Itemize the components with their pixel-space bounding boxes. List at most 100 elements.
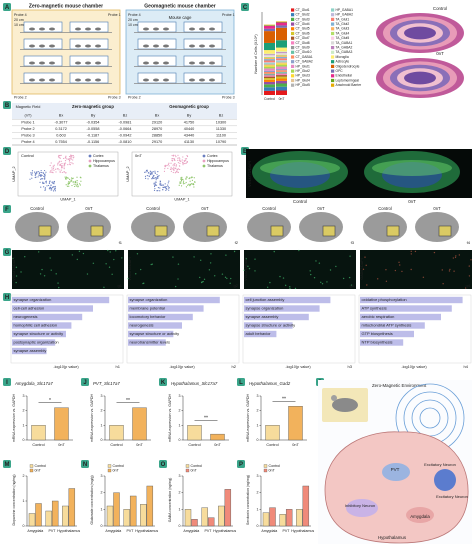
stain-label: VGLUT2/DAPI — [244, 257, 248, 280]
mouse — [209, 44, 215, 48]
y-tick-label: 0 — [23, 524, 25, 528]
umap-point — [179, 162, 181, 164]
table-subheader: By — [91, 114, 96, 118]
legend-swatch — [331, 64, 335, 68]
umap-point — [50, 162, 52, 164]
panel-letter: N — [83, 462, 87, 468]
fluor-spot — [209, 262, 212, 264]
legend-swatch — [331, 74, 335, 78]
fluor-spot — [174, 285, 177, 288]
umap-point — [172, 155, 174, 157]
bar-segment — [276, 72, 287, 74]
legend-swatch — [263, 464, 268, 468]
y-tick-label: 2 — [179, 491, 181, 495]
umap-point — [154, 172, 156, 174]
umap-point — [177, 159, 179, 161]
term-label: NTP biosynthesis — [362, 340, 393, 345]
mouse — [95, 78, 101, 82]
umap-point — [52, 172, 54, 174]
fluor-spot — [12, 257, 14, 260]
legend-label: CT_Glut1 — [296, 8, 310, 12]
umap-point — [53, 183, 55, 185]
umap-title: 0nT — [135, 153, 142, 158]
cage — [69, 21, 109, 33]
stain-label: VGLUT2/DAPI — [247, 161, 252, 187]
table-header-bg — [12, 103, 237, 119]
umap-point — [182, 161, 184, 164]
diagram-label: Hypothalamus — [378, 535, 407, 540]
umap-point — [180, 177, 182, 179]
umap-point — [175, 156, 177, 158]
fluor-spot — [210, 253, 212, 255]
bar-segment — [264, 84, 275, 88]
fluor-spot — [329, 269, 332, 271]
fluor-spot — [455, 255, 457, 257]
fluor-spot — [229, 282, 231, 285]
x-tick-label: Hypothalamus — [291, 529, 314, 533]
bar-segment — [264, 60, 275, 63]
bar-segment — [276, 52, 287, 54]
umap-point — [64, 159, 67, 162]
panel-letter: I — [6, 380, 8, 386]
dimension-label: 10 cm — [14, 23, 24, 27]
legend-label: HP_Glut1 — [296, 64, 310, 68]
bar-segment — [276, 58, 287, 61]
umap-point — [175, 170, 178, 173]
bar-segment — [264, 71, 275, 74]
legend-swatch — [107, 464, 112, 468]
bar-segment — [264, 53, 275, 55]
bar — [244, 296, 331, 304]
umap-point — [180, 178, 182, 180]
brain-title: 0nT — [436, 51, 444, 56]
brain-fluor — [372, 160, 452, 176]
image-title: Control — [262, 206, 276, 211]
bar-segment — [264, 68, 275, 71]
umap-point — [72, 159, 74, 161]
umap-point — [46, 185, 48, 187]
legend-swatch — [291, 36, 295, 40]
bar — [128, 305, 204, 312]
umap-point — [54, 187, 56, 189]
legend-label: CT_GABA1 — [296, 55, 313, 59]
fluor-spot — [151, 263, 153, 265]
umap-point — [65, 177, 67, 179]
bar-segment — [264, 79, 275, 82]
x-tick-label: 0nT — [136, 443, 143, 447]
umap-point — [167, 184, 169, 186]
umap-point — [155, 177, 157, 179]
umap-point — [43, 169, 46, 172]
fluor-spot — [107, 249, 109, 252]
umap-point — [59, 157, 61, 159]
umap-point — [67, 177, 69, 179]
umap-point — [65, 172, 67, 174]
umap-point — [189, 183, 192, 186]
umap-point — [146, 170, 148, 172]
legend-label: HP_Glut4 — [296, 78, 310, 82]
y-tick-label: 3 — [23, 394, 25, 398]
umap-point — [65, 155, 67, 157]
umap-point — [178, 184, 180, 186]
umap-point — [174, 159, 176, 161]
legend-label: CT_Glut2 — [296, 13, 310, 17]
umap-point — [42, 181, 44, 183]
legend-swatch — [331, 69, 335, 73]
bar-segment — [276, 56, 287, 59]
mouse — [163, 78, 169, 82]
fluor-spot — [398, 261, 400, 264]
probe-label: Probe 4 — [14, 13, 27, 17]
fluor-spot — [226, 277, 228, 280]
term-label: oxidative phosphorylation — [362, 297, 407, 302]
umap-point — [69, 161, 71, 164]
field-ring — [419, 407, 441, 429]
image-title: Control — [146, 206, 160, 211]
term-label: synapse organization — [14, 297, 52, 302]
legend-label: TA_GABA3 — [336, 50, 353, 54]
cage — [69, 72, 109, 84]
umap-point — [154, 184, 156, 187]
umap-point — [173, 166, 175, 168]
umap-point — [171, 154, 173, 157]
umap-point — [58, 157, 60, 159]
bar — [244, 313, 309, 321]
fluor-spot — [193, 256, 195, 258]
umap-point — [161, 184, 163, 187]
